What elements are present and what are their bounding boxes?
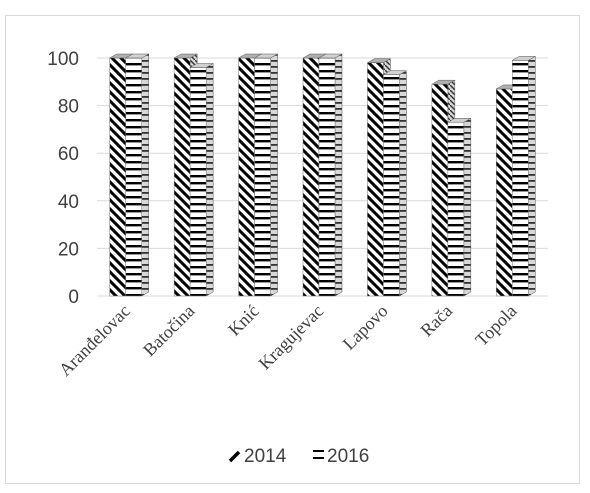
y-tick-label: 60 bbox=[58, 144, 79, 165]
bar-front bbox=[367, 62, 384, 297]
bar-front bbox=[318, 57, 336, 297]
bar-side bbox=[205, 63, 214, 297]
bar-topola-2016 bbox=[511, 55, 537, 297]
legend-item-2014: 2014 bbox=[228, 446, 287, 467]
bar-kragujevac-2016 bbox=[318, 53, 343, 297]
bar-front bbox=[431, 83, 449, 297]
y-axis-ticks: 0 20 40 60 80 100 bbox=[47, 49, 79, 308]
legend-label: 2014 bbox=[244, 446, 287, 467]
bar-knic-2016 bbox=[253, 53, 279, 297]
bar-front bbox=[512, 60, 529, 297]
chart-border bbox=[5, 15, 580, 484]
bar-front bbox=[496, 88, 513, 297]
legend-item-2016: 2016 bbox=[313, 446, 369, 467]
legend-swatch bbox=[228, 450, 241, 463]
bar-side bbox=[334, 53, 343, 297]
bar-front bbox=[302, 57, 320, 297]
bar-top bbox=[511, 56, 537, 61]
y-tick-label: 100 bbox=[47, 49, 79, 70]
bar-top bbox=[253, 53, 279, 59]
bar-side bbox=[141, 53, 149, 297]
bar-side bbox=[463, 117, 472, 297]
bar-front bbox=[125, 57, 142, 297]
y-tick-label: 0 bbox=[68, 287, 79, 308]
bar-top bbox=[446, 118, 472, 123]
legend-label: 2016 bbox=[327, 446, 369, 467]
bar-arandelovac-2016 bbox=[124, 53, 150, 297]
bar-front bbox=[238, 57, 255, 297]
legend: 2014 2016 bbox=[228, 446, 369, 467]
bar-top bbox=[318, 53, 343, 59]
bar-side bbox=[270, 53, 278, 297]
bar-front bbox=[189, 67, 207, 297]
bar-front bbox=[109, 57, 126, 297]
bar-top bbox=[382, 70, 408, 75]
bar-side bbox=[399, 70, 407, 297]
bar-front bbox=[254, 57, 271, 297]
bar-raca-2016 bbox=[446, 117, 472, 297]
bar-top bbox=[366, 58, 392, 64]
bar-front bbox=[447, 122, 465, 297]
bar-front bbox=[173, 57, 191, 297]
bar-lapovo-2016 bbox=[382, 70, 408, 297]
legend-swatch bbox=[313, 450, 324, 459]
bars bbox=[108, 53, 537, 297]
bar-batocina-2016 bbox=[189, 63, 215, 297]
y-tick-label: 20 bbox=[58, 239, 79, 260]
bar-top bbox=[430, 79, 456, 85]
y-tick-label: 40 bbox=[58, 192, 79, 213]
bar-front bbox=[383, 74, 400, 297]
bar-top bbox=[189, 63, 215, 68]
bar-top bbox=[173, 53, 199, 59]
bar-side bbox=[528, 55, 536, 297]
bar-top bbox=[124, 53, 150, 59]
y-tick-label: 80 bbox=[58, 97, 79, 118]
